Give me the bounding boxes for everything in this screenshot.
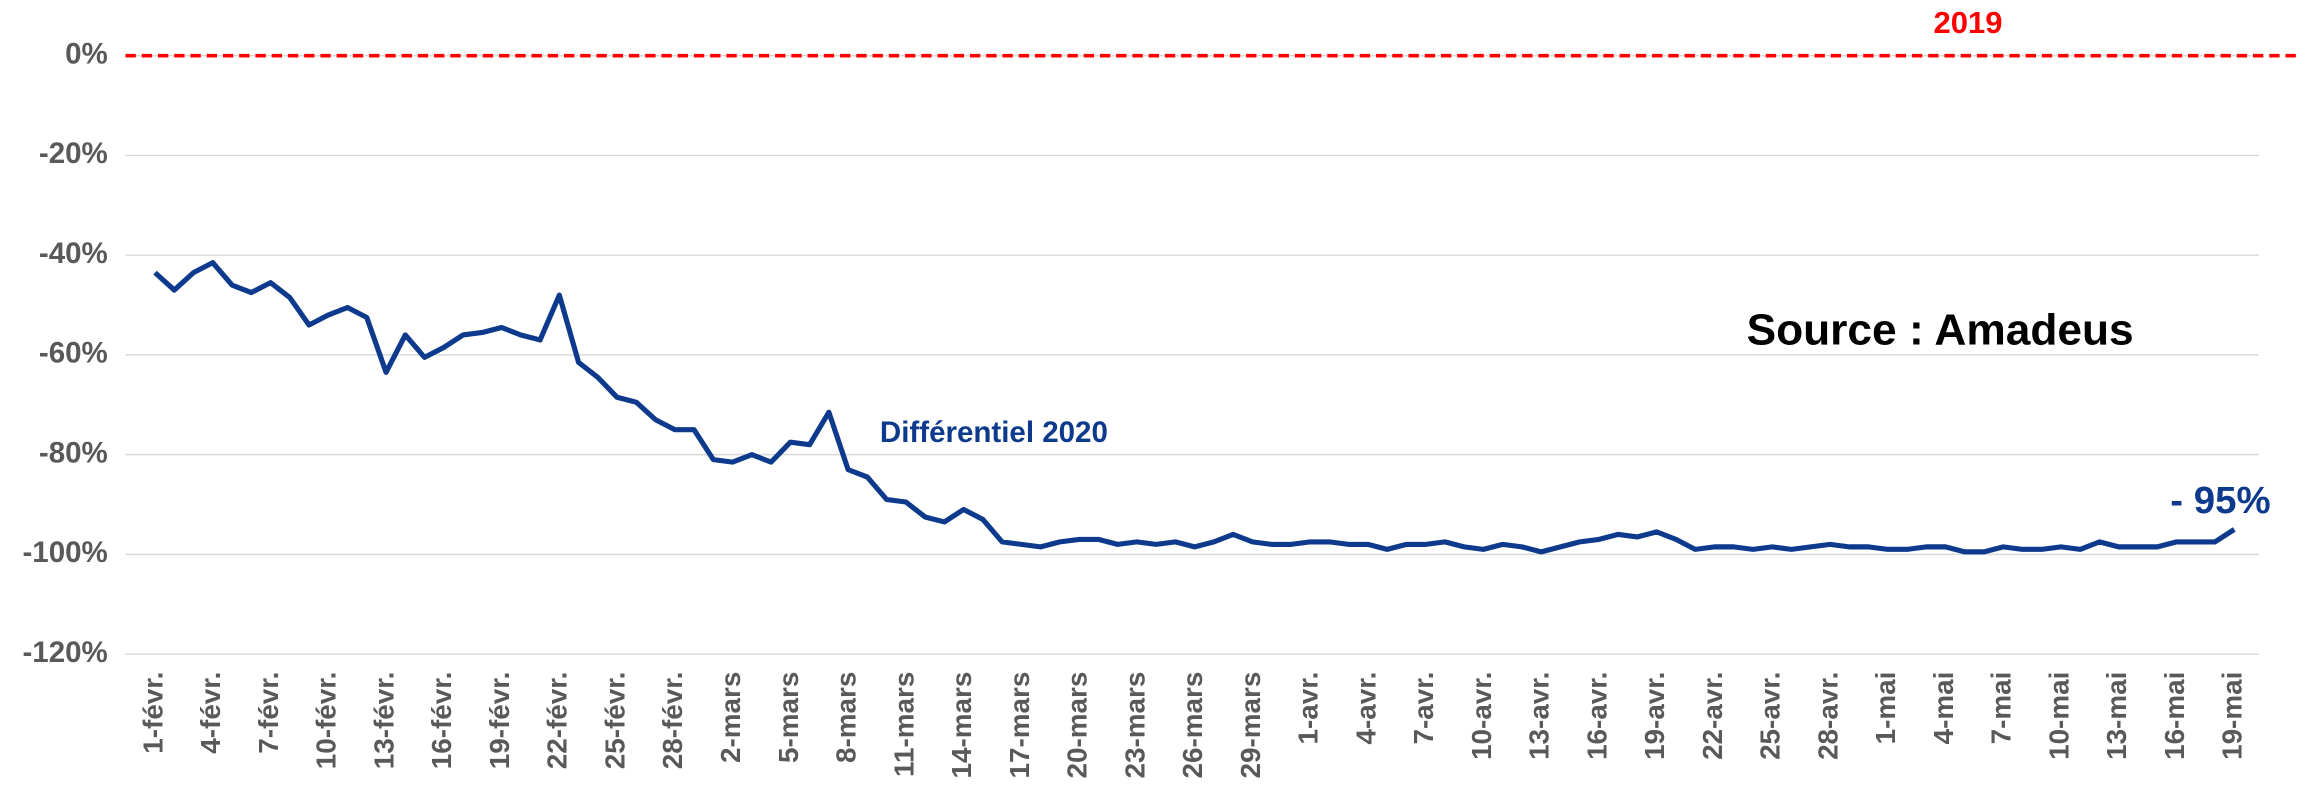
- y-tick-label: -80%: [39, 436, 108, 469]
- x-tick-label: 28-févr.: [657, 672, 688, 770]
- x-tick-label: 13-févr.: [368, 672, 399, 770]
- y-tick-label: -120%: [22, 636, 107, 669]
- x-tick-label: 10-avr.: [1466, 672, 1497, 760]
- y-tick-label: 0%: [65, 38, 108, 71]
- x-tick-label: 28-avr.: [1812, 672, 1843, 760]
- series-label: Différentiel 2020: [880, 416, 1108, 449]
- x-tick-label: 26-mars: [1177, 672, 1208, 779]
- x-tick-label: 4-mai: [1928, 672, 1959, 745]
- x-tick-label: 11-mars: [888, 672, 919, 777]
- x-tick-label: 20-mars: [1061, 672, 1092, 779]
- x-tick-label: 16-avr.: [1581, 672, 1612, 760]
- x-tick-label: 10-mai: [2043, 672, 2074, 760]
- x-tick-label: 7-févr.: [253, 672, 284, 754]
- x-tick-label: 19-mai: [2217, 672, 2248, 760]
- x-tick-label: 4-avr.: [1350, 672, 1381, 745]
- x-tick-label: 16-mai: [2159, 672, 2190, 760]
- series-line: [153, 260, 2236, 555]
- y-tick-label: -60%: [39, 337, 108, 370]
- x-tick-label: 22-févr.: [542, 672, 573, 770]
- x-tick-label: 23-mars: [1119, 672, 1150, 779]
- x-tick-label: 19-avr.: [1639, 672, 1670, 760]
- x-tick-label: 16-févr.: [426, 672, 457, 770]
- x-tick-label: 7-mai: [1986, 672, 2017, 745]
- y-tick-label: -40%: [39, 237, 108, 270]
- y-tick-label: -100%: [22, 536, 107, 569]
- x-tick-label: 17-mars: [1004, 672, 1035, 779]
- x-tick-label: 25-févr.: [599, 672, 630, 770]
- series-label: 2019: [1934, 5, 2003, 40]
- x-tick-label: 5-mars: [773, 672, 804, 763]
- x-tick-label: 7-avr.: [1408, 672, 1439, 745]
- end-value-annotation: - 95%: [2170, 479, 2270, 522]
- x-tick-label: 8-mars: [830, 672, 861, 763]
- x-tick-label: 4-févr.: [195, 672, 226, 754]
- x-tick-label: 10-févr.: [311, 672, 342, 770]
- y-tick-label: -20%: [39, 137, 108, 170]
- x-tick-label: 22-avr.: [1697, 672, 1728, 760]
- x-tick-label: 29-mars: [1235, 672, 1266, 779]
- x-tick-label: 2-mars: [715, 672, 746, 763]
- x-tick-label: 1-mai: [1870, 672, 1901, 745]
- x-tick-label: 19-févr.: [484, 672, 515, 770]
- x-tick-label: 13-avr.: [1524, 672, 1555, 760]
- x-tick-label: 1-févr.: [137, 672, 168, 754]
- x-tick-label: 25-avr.: [1755, 672, 1786, 760]
- x-tick-label: 1-avr.: [1292, 672, 1323, 745]
- x-tick-label: 13-mai: [2101, 672, 2132, 760]
- source-annotation: Source : Amadeus: [1747, 306, 2134, 355]
- x-tick-label: 14-mars: [946, 672, 977, 779]
